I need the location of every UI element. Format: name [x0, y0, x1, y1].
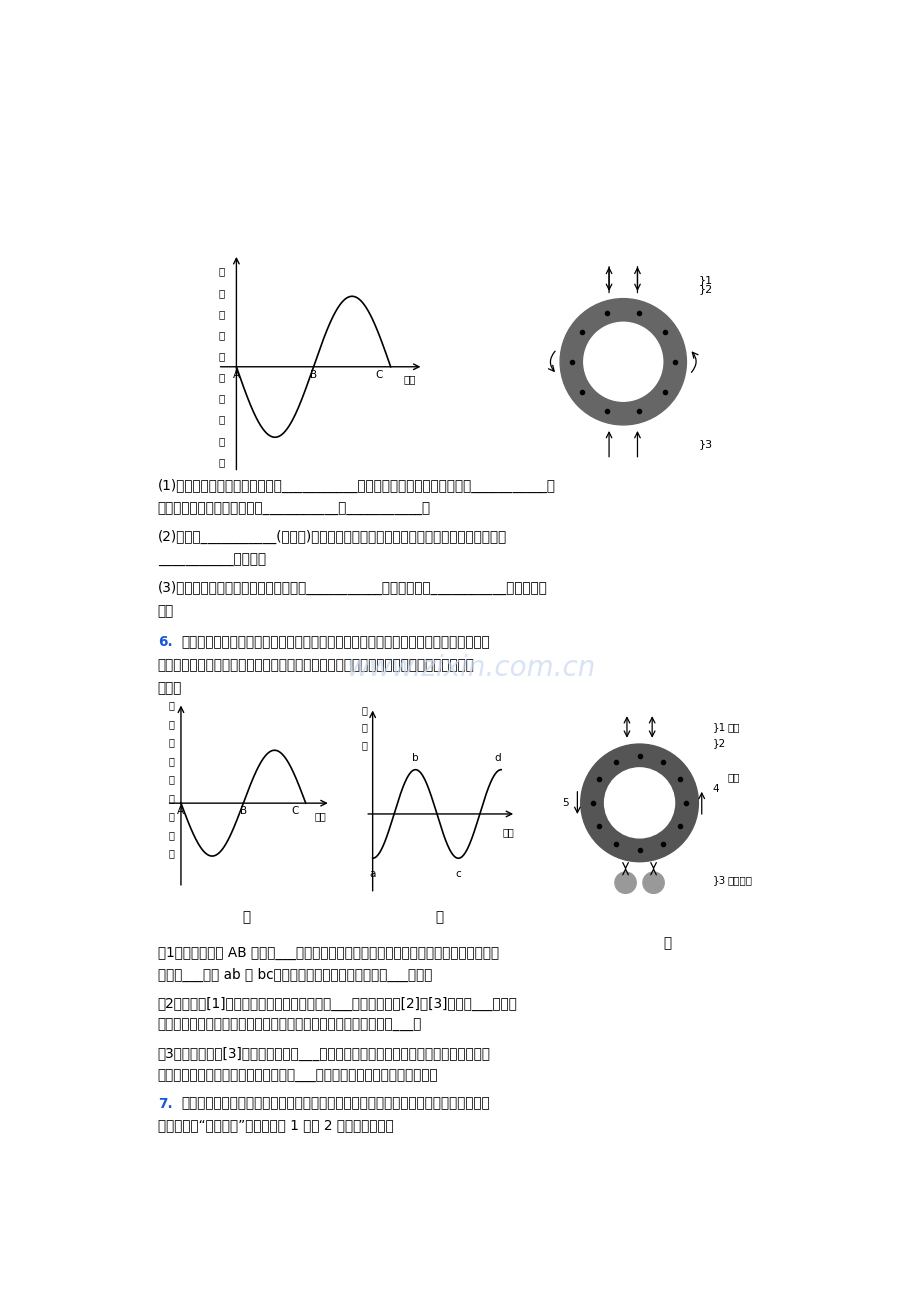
Text: 曲线，乙图表示平静呼吸时肺容量变化的曲线，丙图表示人体的气体交换示意图。请据图: 曲线，乙图表示平静呼吸时肺容量变化的曲线，丙图表示人体的气体交换示意图。请据图	[158, 659, 474, 673]
Text: 甲: 甲	[243, 910, 251, 924]
Text: 称为人体的“第二心脏”。请根据图 1 和图 2 回答下列问题。: 称为人体的“第二心脏”。请根据图 1 和图 2 回答下列问题。	[158, 1118, 393, 1133]
Text: ___________完成的。: ___________完成的。	[158, 553, 266, 568]
Text: 乙: 乙	[435, 910, 443, 924]
Text: (2)右图中___________(填序号)过程表示肺泡内的气体交换，肺泡内的气体交换是通过: (2)右图中___________(填序号)过程表示肺泡内的气体交换，肺泡内的气…	[158, 530, 506, 544]
Text: (3)组织细胞产生的二氧化碳在血液中由___________运送，最后由___________系统排出体: (3)组织细胞产生的二氧化碳在血液中由___________运送，最后由____…	[158, 581, 547, 595]
Text: （1）甲图中曲线 AB 段表示___（填吸气或呼气）时肺内气压的变化。与之相对应的是乙: （1）甲图中曲线 AB 段表示___（填吸气或呼气）时肺内气压的变化。与之相对应…	[158, 947, 498, 961]
Text: 心脏是人体血液循环的根本动力来源，小腿腔肠肌也能为血液循环提供部分动力，常被: 心脏是人体血液循环的根本动力来源，小腿腔肠肌也能为血液循环提供部分动力，常被	[181, 1096, 490, 1111]
Text: 外。: 外。	[158, 604, 174, 618]
Text: 丙: 丙	[663, 936, 671, 950]
Text: 态，胸廓的前后径和左右径由___________变___________。: 态，胸廓的前后径和左右径由___________变___________。	[158, 503, 430, 516]
Text: 组织细胞产生的二氧化碳则由血液中由___运送，最后由呼吸系统排出体外。: 组织细胞产生的二氧化碳则由血液中由___运送，最后由呼吸系统排出体外。	[158, 1069, 438, 1082]
Text: 人体是各器官、系统密切联系的统一整体。甲图表示在一次平静呼吸中肺内气压的变化: 人体是各器官、系统密切联系的统一整体。甲图表示在一次平静呼吸中肺内气压的变化	[181, 635, 490, 650]
Text: 6.: 6.	[158, 635, 172, 650]
Text: www.zixin.com.cn: www.zixin.com.cn	[346, 654, 596, 681]
Text: （2）丙图中[1]肺泡与外界的气体交换是通过___实现的，过程[2]和[3]是通过___作用实: （2）丙图中[1]肺泡与外界的气体交换是通过___实现的，过程[2]和[3]是通…	[158, 996, 517, 1010]
Text: 现的。氧气最终进入组织细胞，用于分解有机物，为生命活动提供___。: 现的。氧气最终进入组织细胞，用于分解有机物，为生命活动提供___。	[158, 1018, 422, 1032]
Text: 7.: 7.	[158, 1096, 172, 1111]
Text: （3）丙图中经过[3]，氧与血红蛋白___（填结合或分离），不断扩散到组织细胞中，而: （3）丙图中经过[3]，氧与血红蛋白___（填结合或分离），不断扩散到组织细胞中…	[158, 1047, 490, 1061]
Text: (1)左图中表示吸气过程的是曲线___________段；吸气时肸间肌和膈肌都处于___________状: (1)左图中表示吸气过程的是曲线___________段；吸气时肸间肌和膈肌都处…	[158, 479, 555, 493]
Text: 回答：: 回答：	[158, 681, 182, 695]
Text: 图中的___（填 ab 或 bc）过程，此时膈肌和肸间肌处于___状态。: 图中的___（填 ab 或 bc）过程，此时膈肌和肸间肌处于___状态。	[158, 969, 432, 983]
